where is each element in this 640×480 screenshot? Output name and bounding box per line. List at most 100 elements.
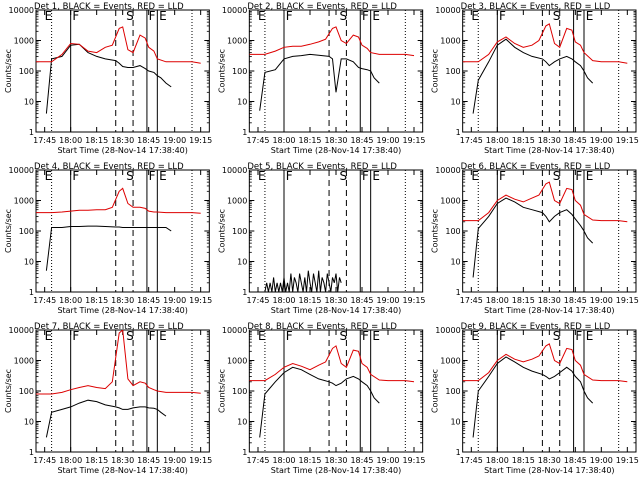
x-tick-label: 18:30 — [111, 456, 134, 465]
x-tick-label: 18:00 — [272, 456, 295, 465]
y-tick-label: 10 — [24, 98, 34, 107]
series-line-red — [249, 26, 415, 57]
y-tick-label: 100 — [232, 227, 247, 236]
y-tick-label: 1000 — [14, 197, 34, 206]
x-tick-label: 18:00 — [59, 136, 82, 145]
x-tick-label: 17:45 — [33, 136, 56, 145]
x-tick-label: 18:15 — [512, 136, 535, 145]
phase-marker: S — [126, 169, 134, 183]
x-tick-label: 17:45 — [460, 296, 483, 305]
detector-panel-8: Det 8, BLACK = Events, RED = LLD 1 10 100 10… — [217, 322, 425, 475]
x-tick-label: 17:45 — [246, 456, 269, 465]
x-tick-label: 18:30 — [111, 296, 134, 305]
x-tick-label: 18:45 — [564, 456, 587, 465]
x-tick-label: 18:30 — [111, 136, 134, 145]
phase-marker: E — [372, 9, 380, 23]
x-tick-label: 18:15 — [85, 456, 108, 465]
y-tick-label: 1 — [29, 128, 34, 137]
phase-marker: F — [149, 329, 156, 343]
phase-marker: E — [372, 169, 380, 183]
y-tick-label: 10 — [237, 418, 247, 427]
phase-marker: E — [45, 169, 53, 183]
y-tick-label: 1000 — [14, 37, 34, 46]
panel-title: Det 1, BLACK = Events, RED = LLD — [34, 2, 184, 12]
phase-marker: E — [586, 329, 594, 343]
phase-marker: F — [575, 169, 582, 183]
x-tick-label: 19:15 — [402, 456, 425, 465]
phase-marker: E — [471, 329, 479, 343]
y-tick-label: 10000 — [9, 166, 34, 175]
y-axis-label: Counts/sec — [431, 49, 440, 93]
x-axis-label: Start Time (28-Nov-14 17:38:40) — [484, 146, 614, 155]
x-axis-label: Start Time (28-Nov-14 17:38:40) — [271, 466, 401, 475]
y-tick-label: 10000 — [222, 326, 247, 335]
plot-frame — [35, 329, 210, 453]
y-tick-label: 1 — [242, 288, 247, 297]
y-axis-label: Counts/sec — [4, 209, 13, 253]
y-tick-label: 10 — [450, 98, 460, 107]
phase-marker: E — [45, 9, 53, 23]
panel-title: Det 5, BLACK = Events, RED = LLD — [247, 162, 397, 172]
y-tick-label: 1000 — [440, 197, 460, 206]
panel-title: Det 4, BLACK = Events, RED = LLD — [34, 162, 184, 172]
x-tick-label: 19:15 — [616, 456, 639, 465]
y-tick-label: 10 — [237, 258, 247, 267]
detector-panel-9: Det 9, BLACK = Events, RED = LLD 1 10 100 10… — [431, 322, 639, 475]
phase-marker: E — [258, 9, 266, 23]
plot-frame — [462, 169, 637, 293]
x-tick-label: 18:45 — [350, 456, 373, 465]
x-tick-label: 19:00 — [376, 456, 399, 465]
y-tick-label: 10000 — [435, 166, 460, 175]
series-line-red — [462, 23, 628, 64]
series-line-black — [472, 356, 594, 438]
panel-title: Det 3, BLACK = Events, RED = LLD — [461, 2, 611, 12]
y-tick-label: 100 — [445, 387, 460, 396]
y-tick-label: 10 — [24, 258, 34, 267]
phase-marker: E — [586, 9, 594, 23]
y-tick-label: 100 — [232, 67, 247, 76]
y-axis-label: Counts/sec — [431, 369, 440, 413]
x-tick-label: 18:30 — [324, 136, 347, 145]
detector-panel-6: Det 6, BLACK = Events, RED = LLD 1 10 100 10… — [431, 162, 639, 315]
y-tick-label: 1 — [29, 288, 34, 297]
x-tick-label: 18:45 — [564, 296, 587, 305]
phase-marker: E — [159, 169, 167, 183]
series-line-black — [45, 43, 172, 114]
phase-marker: F — [499, 329, 506, 343]
plot-frame — [462, 9, 637, 133]
y-tick-label: 1000 — [227, 37, 247, 46]
detector-panel-1: Det 1, BLACK = Events, RED = LLD 1 10 100 10… — [4, 2, 212, 155]
phase-marker: E — [45, 329, 53, 343]
series-line-red — [36, 187, 201, 214]
phase-marker: F — [499, 9, 506, 23]
phase-marker: E — [159, 9, 167, 23]
phase-marker: S — [126, 9, 134, 23]
phase-marker: F — [72, 329, 79, 343]
y-tick-label: 100 — [445, 227, 460, 236]
x-tick-label: 19:00 — [163, 296, 186, 305]
x-tick-label: 19:00 — [163, 136, 186, 145]
y-tick-label: 10000 — [435, 6, 460, 15]
phase-marker: E — [159, 329, 167, 343]
series-line-red — [36, 330, 201, 395]
x-tick-label: 19:00 — [590, 456, 613, 465]
x-tick-label: 18:00 — [486, 136, 509, 145]
series-line-black — [259, 53, 380, 111]
x-tick-label: 19:15 — [616, 136, 639, 145]
y-tick-label: 10000 — [222, 166, 247, 175]
y-tick-label: 100 — [445, 67, 460, 76]
x-tick-label: 18:30 — [538, 296, 561, 305]
phase-marker: E — [586, 169, 594, 183]
y-tick-label: 10000 — [9, 326, 34, 335]
x-tick-label: 18:15 — [512, 296, 535, 305]
x-tick-label: 17:45 — [460, 136, 483, 145]
x-tick-label: 19:15 — [189, 136, 212, 145]
x-tick-label: 18:45 — [137, 296, 160, 305]
phase-marker: F — [286, 9, 293, 23]
phase-marker: F — [362, 169, 369, 183]
detector-panel-5: Det 5, BLACK = Events, RED = LLD 1 10 100 10… — [217, 162, 425, 315]
phase-marker: S — [339, 329, 347, 343]
y-tick-label: 1000 — [440, 37, 460, 46]
x-tick-label: 19:15 — [189, 456, 212, 465]
